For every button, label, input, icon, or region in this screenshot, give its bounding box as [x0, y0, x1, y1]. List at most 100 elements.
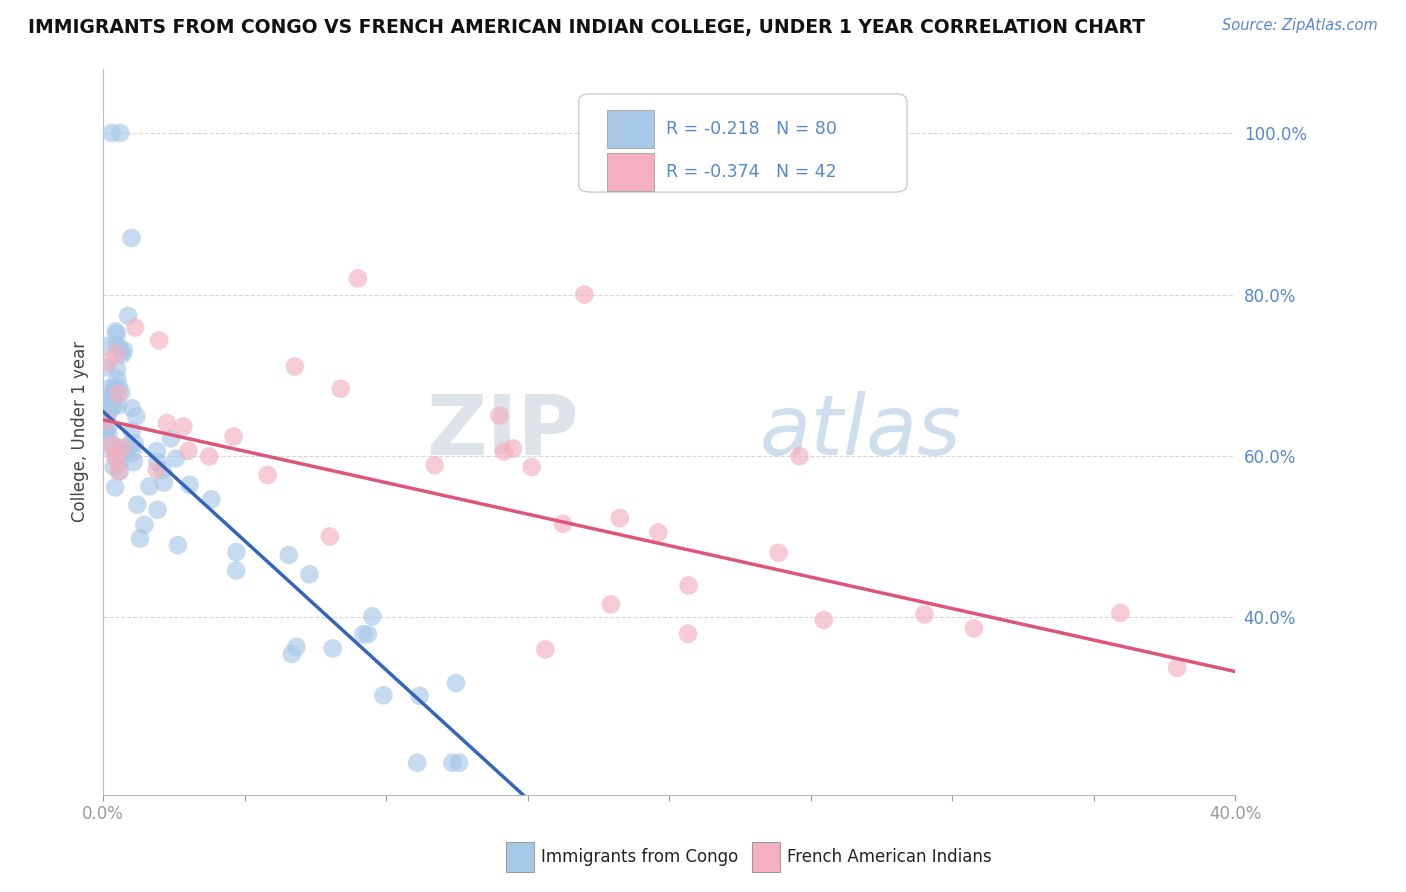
Point [298, 567, 321, 582]
Point [520, 460, 543, 475]
Text: Immigrants from Congo: Immigrants from Congo [541, 848, 738, 866]
FancyBboxPatch shape [607, 110, 655, 148]
Point [156, 416, 179, 430]
Point [117, 442, 139, 456]
Point [357, 627, 380, 641]
Point [225, 545, 247, 559]
Point [813, 613, 835, 627]
Point [534, 642, 557, 657]
Point [100, 403, 122, 417]
Point [107, 443, 129, 458]
Point [103, 459, 125, 474]
Point [108, 126, 131, 140]
Point [138, 479, 160, 493]
Text: Source: ZipAtlas.com: Source: ZipAtlas.com [1222, 18, 1378, 33]
Point [225, 564, 247, 578]
Point [146, 444, 169, 458]
Point [200, 492, 222, 507]
Point [105, 448, 128, 462]
Point [423, 458, 446, 472]
Point [94, 423, 117, 437]
Point [96, 411, 118, 425]
Point [121, 424, 143, 438]
Point [98, 393, 121, 408]
Point [152, 463, 174, 477]
Point [104, 382, 127, 396]
Point [789, 450, 811, 464]
Point [107, 398, 129, 412]
Point [160, 432, 183, 446]
FancyBboxPatch shape [579, 94, 907, 192]
Text: IMMIGRANTS FROM CONGO VS FRENCH AMERICAN INDIAN COLLEGE, UNDER 1 YEAR CORRELATIO: IMMIGRANTS FROM CONGO VS FRENCH AMERICAN… [28, 18, 1144, 37]
Point [373, 688, 395, 702]
Point [107, 465, 129, 479]
Point [768, 546, 790, 560]
Point [98, 381, 121, 395]
Point [148, 334, 170, 348]
Point [146, 502, 169, 516]
Point [118, 438, 141, 452]
Point [172, 419, 194, 434]
Point [97, 427, 120, 442]
Point [107, 372, 129, 386]
Y-axis label: College, Under 1 year: College, Under 1 year [72, 342, 89, 523]
Point [100, 442, 122, 457]
Point [408, 689, 430, 703]
Point [120, 231, 142, 245]
Point [281, 647, 304, 661]
Point [319, 529, 342, 543]
Point [104, 450, 127, 464]
Point [678, 578, 700, 592]
Point [129, 532, 152, 546]
Point [105, 454, 128, 468]
Point [285, 640, 308, 654]
Point [914, 607, 936, 622]
Point [122, 455, 145, 469]
Point [127, 498, 149, 512]
Point [963, 621, 986, 635]
FancyBboxPatch shape [607, 153, 655, 191]
Point [108, 455, 131, 469]
Point [103, 393, 125, 408]
Point [121, 446, 143, 460]
Point [329, 382, 352, 396]
Point [177, 443, 200, 458]
Point [97, 420, 120, 434]
Point [111, 441, 134, 455]
Point [502, 442, 524, 456]
Point [361, 609, 384, 624]
Point [152, 475, 174, 490]
Point [117, 309, 139, 323]
Point [94, 413, 117, 427]
Point [609, 511, 631, 525]
Point [110, 385, 132, 400]
Point [444, 676, 467, 690]
Point [108, 340, 131, 354]
Point [100, 438, 122, 452]
Point [406, 756, 429, 770]
Point [97, 408, 120, 422]
Point [124, 320, 146, 334]
Point [110, 345, 132, 359]
Point [492, 444, 515, 458]
Point [94, 339, 117, 353]
Point [574, 287, 596, 301]
Point [105, 338, 128, 352]
Point [100, 390, 122, 404]
Point [101, 437, 124, 451]
Point [103, 380, 125, 394]
Point [134, 517, 156, 532]
Point [112, 343, 135, 358]
Point [125, 409, 148, 424]
Point [551, 516, 574, 531]
Point [115, 446, 138, 460]
Point [1109, 606, 1132, 620]
Point [111, 347, 134, 361]
Point [100, 126, 122, 140]
Point [124, 436, 146, 450]
Point [104, 448, 127, 462]
Text: R = -0.218   N = 80: R = -0.218 N = 80 [666, 120, 837, 138]
Point [277, 548, 299, 562]
Point [167, 538, 190, 552]
Point [488, 409, 510, 423]
